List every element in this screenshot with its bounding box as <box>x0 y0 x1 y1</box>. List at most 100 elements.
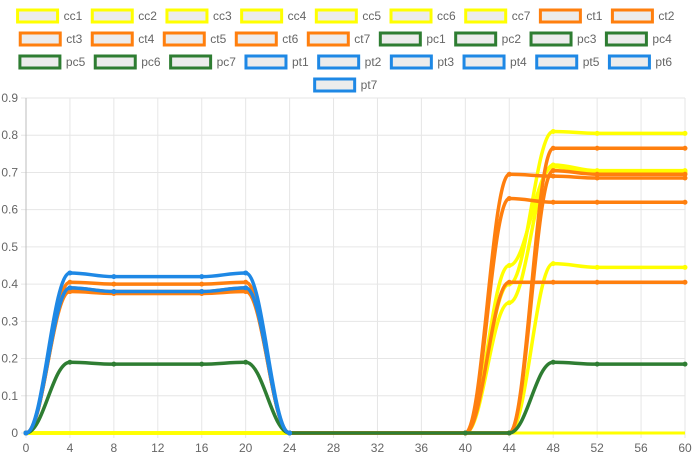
data-point-pc1[interactable] <box>111 361 117 367</box>
data-point-pt1[interactable] <box>199 274 205 280</box>
x-tick-label: 16 <box>195 441 209 455</box>
legend-item-pt6[interactable]: pt6 <box>607 54 672 70</box>
x-tick-label: 44 <box>503 441 517 455</box>
legend-item-ct2[interactable]: ct2 <box>610 8 675 24</box>
data-point-ct2[interactable] <box>682 199 688 205</box>
legend-swatch <box>607 54 651 70</box>
data-point-cc4[interactable] <box>550 261 556 267</box>
data-point-pt2[interactable] <box>287 430 293 436</box>
data-point-pc1[interactable] <box>506 430 512 436</box>
data-point-ct1[interactable] <box>506 279 512 285</box>
legend-item-cc3[interactable]: cc3 <box>165 8 232 24</box>
data-point-ct3[interactable] <box>506 171 512 177</box>
legend-item-cc1[interactable]: cc1 <box>16 8 83 24</box>
data-point-pc1[interactable] <box>682 361 688 367</box>
legend-item-pt2[interactable]: pt2 <box>317 54 382 70</box>
data-point-cc6[interactable] <box>682 130 688 136</box>
legend-item-ct5[interactable]: ct5 <box>162 31 227 47</box>
data-point-ct1[interactable] <box>550 279 556 285</box>
data-point-ct4[interactable] <box>550 145 556 151</box>
data-point-cc7[interactable] <box>506 300 512 306</box>
data-point-cc6[interactable] <box>594 130 600 136</box>
data-point-pt1[interactable] <box>111 274 117 280</box>
data-point-ct5[interactable] <box>243 289 249 295</box>
data-point-ct3[interactable] <box>111 281 117 287</box>
legend-swatch <box>93 54 137 70</box>
data-point-ct3[interactable] <box>67 279 73 285</box>
data-point-pt1[interactable] <box>67 270 73 276</box>
data-point-ct5[interactable] <box>682 171 688 177</box>
y-axis: 0 0.1 0.2 0.3 0.4 0.5 0.6 0.7 0.8 0.9 <box>1 91 18 440</box>
data-point-pt1[interactable] <box>243 270 249 276</box>
data-point-cc5[interactable] <box>506 263 512 268</box>
legend-item-pt4[interactable]: pt4 <box>462 54 527 70</box>
data-point-ct5[interactable] <box>594 171 600 177</box>
data-point-ct3[interactable] <box>243 279 249 285</box>
series-line-ct2 <box>25 196 685 435</box>
data-point-pt2[interactable] <box>23 430 29 436</box>
data-point-cc6[interactable] <box>550 129 556 134</box>
data-point-ct3[interactable] <box>594 175 600 181</box>
data-point-pc1[interactable] <box>199 361 205 367</box>
legend-item-pc3[interactable]: pc3 <box>529 31 597 47</box>
legend-item-pt1[interactable]: pt1 <box>244 54 309 70</box>
x-tick-label: 36 <box>415 441 429 455</box>
data-point-ct3[interactable] <box>199 281 205 287</box>
legend-item-pt7[interactable]: pt7 <box>313 77 378 93</box>
data-point-ct4[interactable] <box>594 145 600 151</box>
legend-item-ct3[interactable]: ct3 <box>18 31 83 47</box>
legend-label: cc2 <box>138 9 157 23</box>
legend-label: cc4 <box>288 9 307 23</box>
data-point-ct1[interactable] <box>682 279 688 285</box>
data-point-ct5[interactable] <box>550 168 556 174</box>
data-point-ct2[interactable] <box>550 199 556 205</box>
x-tick-label: 12 <box>151 441 165 455</box>
data-point-ct2[interactable] <box>594 199 600 205</box>
legend-item-cc5[interactable]: cc5 <box>314 8 381 24</box>
data-point-ct1[interactable] <box>594 279 600 285</box>
legend-item-cc6[interactable]: cc6 <box>389 8 456 24</box>
data-point-cc7[interactable] <box>594 168 600 174</box>
data-point-pt2[interactable] <box>67 285 73 291</box>
data-point-cc7[interactable] <box>682 168 688 174</box>
legend-item-ct6[interactable]: ct6 <box>234 31 299 47</box>
data-point-cc4[interactable] <box>682 264 688 270</box>
legend-item-pt5[interactable]: pt5 <box>535 54 600 70</box>
data-point-ct2[interactable] <box>506 196 512 201</box>
data-point-pc1[interactable] <box>243 359 249 365</box>
legend-item-ct4[interactable]: ct4 <box>90 31 155 47</box>
legend-label: cc1 <box>64 9 83 23</box>
legend-item-pc5[interactable]: pc5 <box>18 54 86 70</box>
data-point-ct3[interactable] <box>682 175 688 181</box>
legend-item-pc6[interactable]: pc6 <box>93 54 161 70</box>
legend-item-pt3[interactable]: pt3 <box>389 54 454 70</box>
data-point-pc1[interactable] <box>67 359 73 365</box>
data-point-ct3[interactable] <box>550 173 556 179</box>
legend-swatch <box>16 8 60 24</box>
legend-item-cc4[interactable]: cc4 <box>240 8 307 24</box>
legend-label: ct3 <box>66 32 82 46</box>
legend-item-cc2[interactable]: cc2 <box>90 8 157 24</box>
legend-item-pc4[interactable]: pc4 <box>604 31 672 47</box>
data-point-ct5[interactable] <box>67 289 73 295</box>
legend-item-cc7[interactable]: cc7 <box>464 8 531 24</box>
y-tick-label: 0.1 <box>1 389 18 403</box>
series-line-pt2 <box>25 286 291 435</box>
legend-item-ct1[interactable]: ct1 <box>538 8 603 24</box>
y-tick-label: 0 <box>11 426 18 440</box>
data-point-cc7[interactable] <box>550 162 556 168</box>
data-point-pc1[interactable] <box>550 359 556 365</box>
data-point-pt2[interactable] <box>199 289 205 295</box>
data-point-pc1[interactable] <box>594 361 600 367</box>
legend-swatch <box>169 54 213 70</box>
data-point-cc4[interactable] <box>594 264 600 270</box>
legend-item-pc2[interactable]: pc2 <box>454 31 522 47</box>
x-tick-label: 56 <box>634 441 648 455</box>
data-point-ct4[interactable] <box>682 145 688 151</box>
data-point-pt2[interactable] <box>243 285 249 291</box>
legend-item-ct7[interactable]: ct7 <box>306 31 371 47</box>
data-point-pc1[interactable] <box>462 430 468 436</box>
legend-item-pc1[interactable]: pc1 <box>378 31 446 47</box>
legend-item-pc7[interactable]: pc7 <box>169 54 237 70</box>
data-point-pt2[interactable] <box>111 289 117 295</box>
